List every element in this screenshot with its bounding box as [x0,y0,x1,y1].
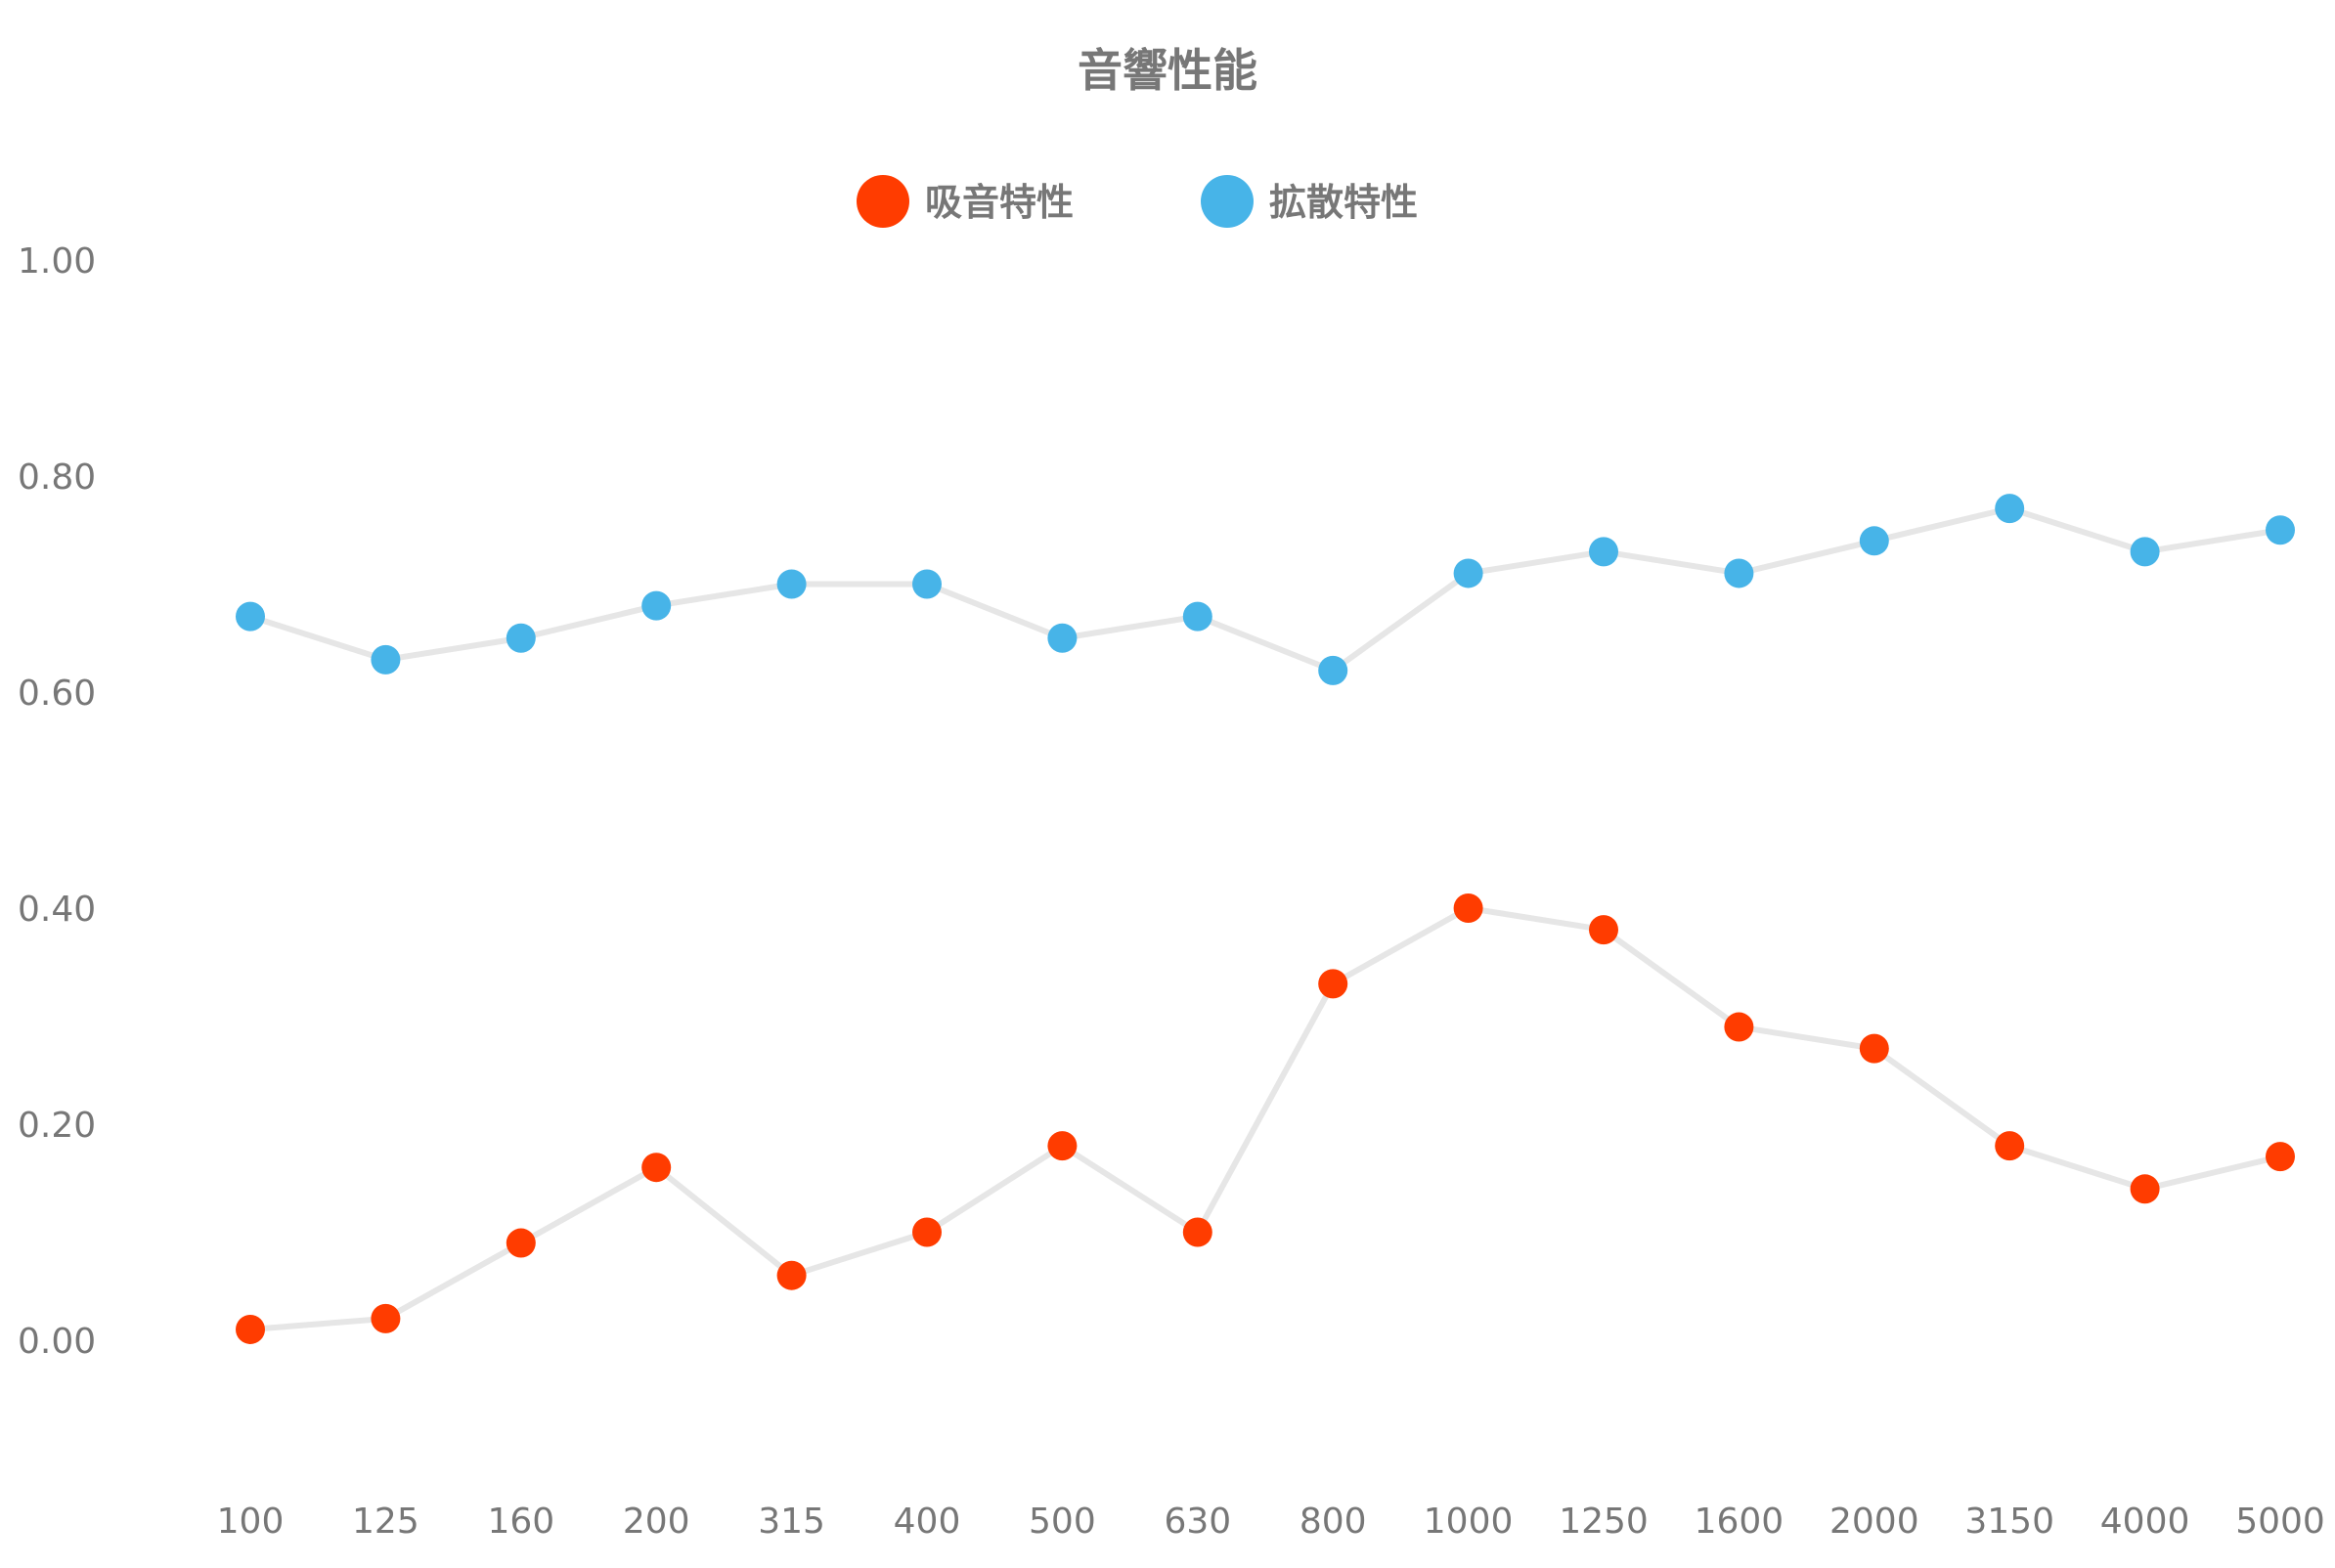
data-point[interactable] [1182,601,1212,632]
legend-label: 拡散特性 [1269,181,1418,224]
legend-item[interactable]: 吸音特性 [857,175,1074,228]
x-tick-label: 4000 [2100,1502,2190,1542]
x-tick-label: 100 [217,1502,285,1542]
x-tick-label: 3150 [1964,1502,2054,1542]
data-point[interactable] [1859,1033,1889,1064]
data-point[interactable] [2266,1142,2295,1172]
data-point[interactable] [1182,1217,1212,1247]
data-point[interactable] [1859,526,1889,556]
data-point[interactable] [1724,1012,1754,1042]
y-tick-label: 0.20 [18,1106,96,1146]
data-point[interactable] [641,1153,672,1183]
x-tick-label: 800 [1300,1502,1367,1542]
data-point[interactable] [236,1314,265,1344]
data-point[interactable] [506,1228,536,1258]
legend-item[interactable]: 拡散特性 [1201,175,1418,228]
data-point[interactable] [1724,558,1754,588]
chart-title: 音響性能 [1078,44,1257,97]
x-tick-label: 630 [1164,1502,1231,1542]
data-point[interactable] [2130,1174,2160,1204]
data-point[interactable] [1995,1131,2025,1161]
y-tick-label: 1.00 [18,241,96,282]
data-point[interactable] [1589,537,1618,567]
data-point[interactable] [1318,655,1348,685]
data-point[interactable] [1047,1131,1078,1161]
data-point[interactable] [912,569,942,599]
legend: 吸音特性 拡散特性 [857,175,1418,228]
data-point[interactable] [1995,494,2025,524]
y-axis: 0.00 0.20 0.40 0.60 0.80 1.00 [18,241,96,1362]
legend-marker [1201,175,1254,228]
series-2 [236,494,2295,685]
data-point[interactable] [1589,915,1618,945]
data-point[interactable] [506,623,536,653]
data-point[interactable] [371,644,401,675]
data-point[interactable] [776,1260,807,1290]
x-tick-label: 2000 [1829,1502,1919,1542]
series-line [247,905,2283,1332]
data-point[interactable] [1453,893,1483,923]
x-tick-label: 125 [352,1502,419,1542]
x-tick-label: 315 [758,1502,825,1542]
y-tick-label: 0.80 [18,457,96,498]
x-tick-label: 5000 [2235,1502,2325,1542]
x-tick-label: 1250 [1559,1502,1649,1542]
data-point[interactable] [641,590,672,621]
data-point[interactable] [1453,558,1483,588]
data-point[interactable] [371,1303,401,1333]
data-point[interactable] [1047,623,1078,653]
x-tick-label: 1600 [1695,1502,1784,1542]
plot-area [236,494,2295,1344]
data-point[interactable] [2266,515,2295,545]
y-tick-label: 0.00 [18,1322,96,1362]
x-tick-label: 500 [1029,1502,1096,1542]
legend-label: 吸音特性 [925,181,1074,224]
data-point[interactable] [236,601,265,632]
series-1 [236,893,2295,1344]
y-tick-label: 0.40 [18,890,96,930]
data-point[interactable] [1318,969,1348,999]
legend-marker [857,175,909,228]
data-point[interactable] [2130,537,2160,567]
series-line [247,505,2283,674]
x-axis: 100 125 160 200 315 400 500 630 800 1000 1250 1600 2… [217,1502,2325,1542]
x-tick-label: 200 [623,1502,690,1542]
x-tick-label: 1000 [1424,1502,1514,1542]
x-tick-label: 160 [487,1502,554,1542]
y-tick-label: 0.60 [18,674,96,714]
data-point[interactable] [776,569,807,599]
x-tick-label: 400 [894,1502,961,1542]
data-point[interactable] [912,1217,942,1247]
